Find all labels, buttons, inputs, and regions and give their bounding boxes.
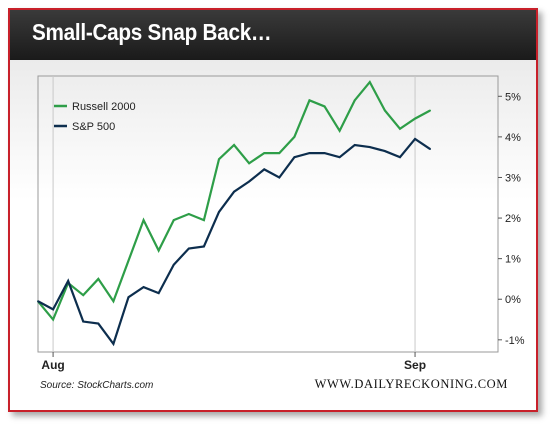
russell-2000-point — [97, 278, 100, 280]
x-tick-label: Sep — [404, 358, 426, 372]
russell-2000-point — [414, 117, 416, 120]
russell-2000-point — [308, 99, 311, 102]
sp-500-point — [414, 138, 416, 140]
y-tick-label: -1% — [505, 335, 525, 347]
y-tick-label: 2% — [505, 213, 521, 225]
sp-500-point — [278, 176, 281, 179]
legend-label-sp-500: S&P 500 — [72, 121, 115, 133]
y-tick-label: 3% — [505, 172, 521, 184]
sp-500-point — [142, 286, 145, 288]
sp-500-point — [308, 152, 311, 155]
sp-500-point — [399, 156, 401, 159]
russell-2000-point — [368, 81, 371, 83]
line-chart: Aug Sep 5% 4% 3% 2% 1% 0% -1% Russell 2000 S&P 500 — [37, 75, 525, 372]
russell-2000-point — [353, 99, 356, 102]
russell-2000-point — [187, 213, 190, 215]
legend-label-russell-2000: Russell 2000 — [72, 101, 136, 113]
chart-frame: Small-Caps Snap Back… Aug Sep 5% 4% 3% 2% 1% 0%… — [8, 8, 538, 412]
sp-500-point — [429, 148, 432, 150]
sp-500-point — [293, 156, 296, 159]
russell-2000-point — [52, 318, 54, 321]
sp-500-point — [233, 190, 235, 193]
russell-2000-point — [248, 162, 251, 165]
russell-2000-point — [429, 109, 432, 112]
title-bar: Small-Caps Snap Back… — [10, 10, 536, 60]
sp-500-point — [112, 342, 115, 345]
russell-2000-point — [82, 294, 85, 297]
russell-2000-point — [218, 158, 220, 161]
sp-500-point — [203, 245, 205, 248]
russell-2000-point — [157, 249, 160, 252]
russell-2000-point — [278, 152, 281, 155]
sp-500-point — [52, 308, 54, 311]
sp-500-point — [37, 300, 39, 303]
source-note: Source: StockCharts.com — [40, 380, 154, 391]
y-tick-label: 1% — [505, 254, 521, 266]
russell-2000-point — [233, 144, 235, 146]
russell-2000-point — [383, 109, 386, 112]
y-tick-label: 4% — [505, 132, 521, 144]
sp-500-point — [97, 322, 100, 325]
sp-500-point — [187, 247, 190, 250]
plot-area — [37, 75, 499, 353]
sp-500-point — [157, 292, 160, 295]
y-tick-label: 0% — [505, 294, 521, 306]
sp-500-line — [37, 137, 431, 347]
sp-500-point — [82, 320, 85, 323]
sp-500-point — [127, 296, 130, 299]
y-tick-label: 5% — [505, 91, 521, 103]
russell-2000-point — [172, 219, 175, 221]
sp-500-point — [263, 168, 266, 171]
russell-2000-point — [338, 129, 341, 132]
sp-500-point — [248, 180, 251, 183]
brand-url: WWW.DAILYRECKONING.COM — [314, 377, 508, 391]
russell-2000-point — [399, 127, 401, 130]
russell-2000-point — [323, 105, 326, 108]
russell-2000-point — [142, 219, 145, 221]
chart-title: Small-Caps Snap Back… — [32, 19, 272, 45]
russell-2000-point — [263, 152, 266, 155]
sp-500-point — [383, 150, 386, 152]
sp-500-point — [368, 146, 371, 148]
x-tick-label: Aug — [41, 358, 64, 372]
russell-2000-point — [293, 135, 296, 138]
sp-500-point — [323, 152, 326, 155]
sp-500-point — [218, 211, 220, 213]
russell-2000-line — [37, 80, 431, 322]
sp-500-point — [172, 263, 175, 266]
russell-2000-point — [112, 300, 115, 303]
russell-2000-point — [127, 259, 130, 262]
sp-500-point — [338, 156, 341, 159]
sp-500-point — [67, 280, 70, 282]
sp-500-point — [353, 144, 356, 146]
russell-2000-point — [203, 219, 205, 221]
